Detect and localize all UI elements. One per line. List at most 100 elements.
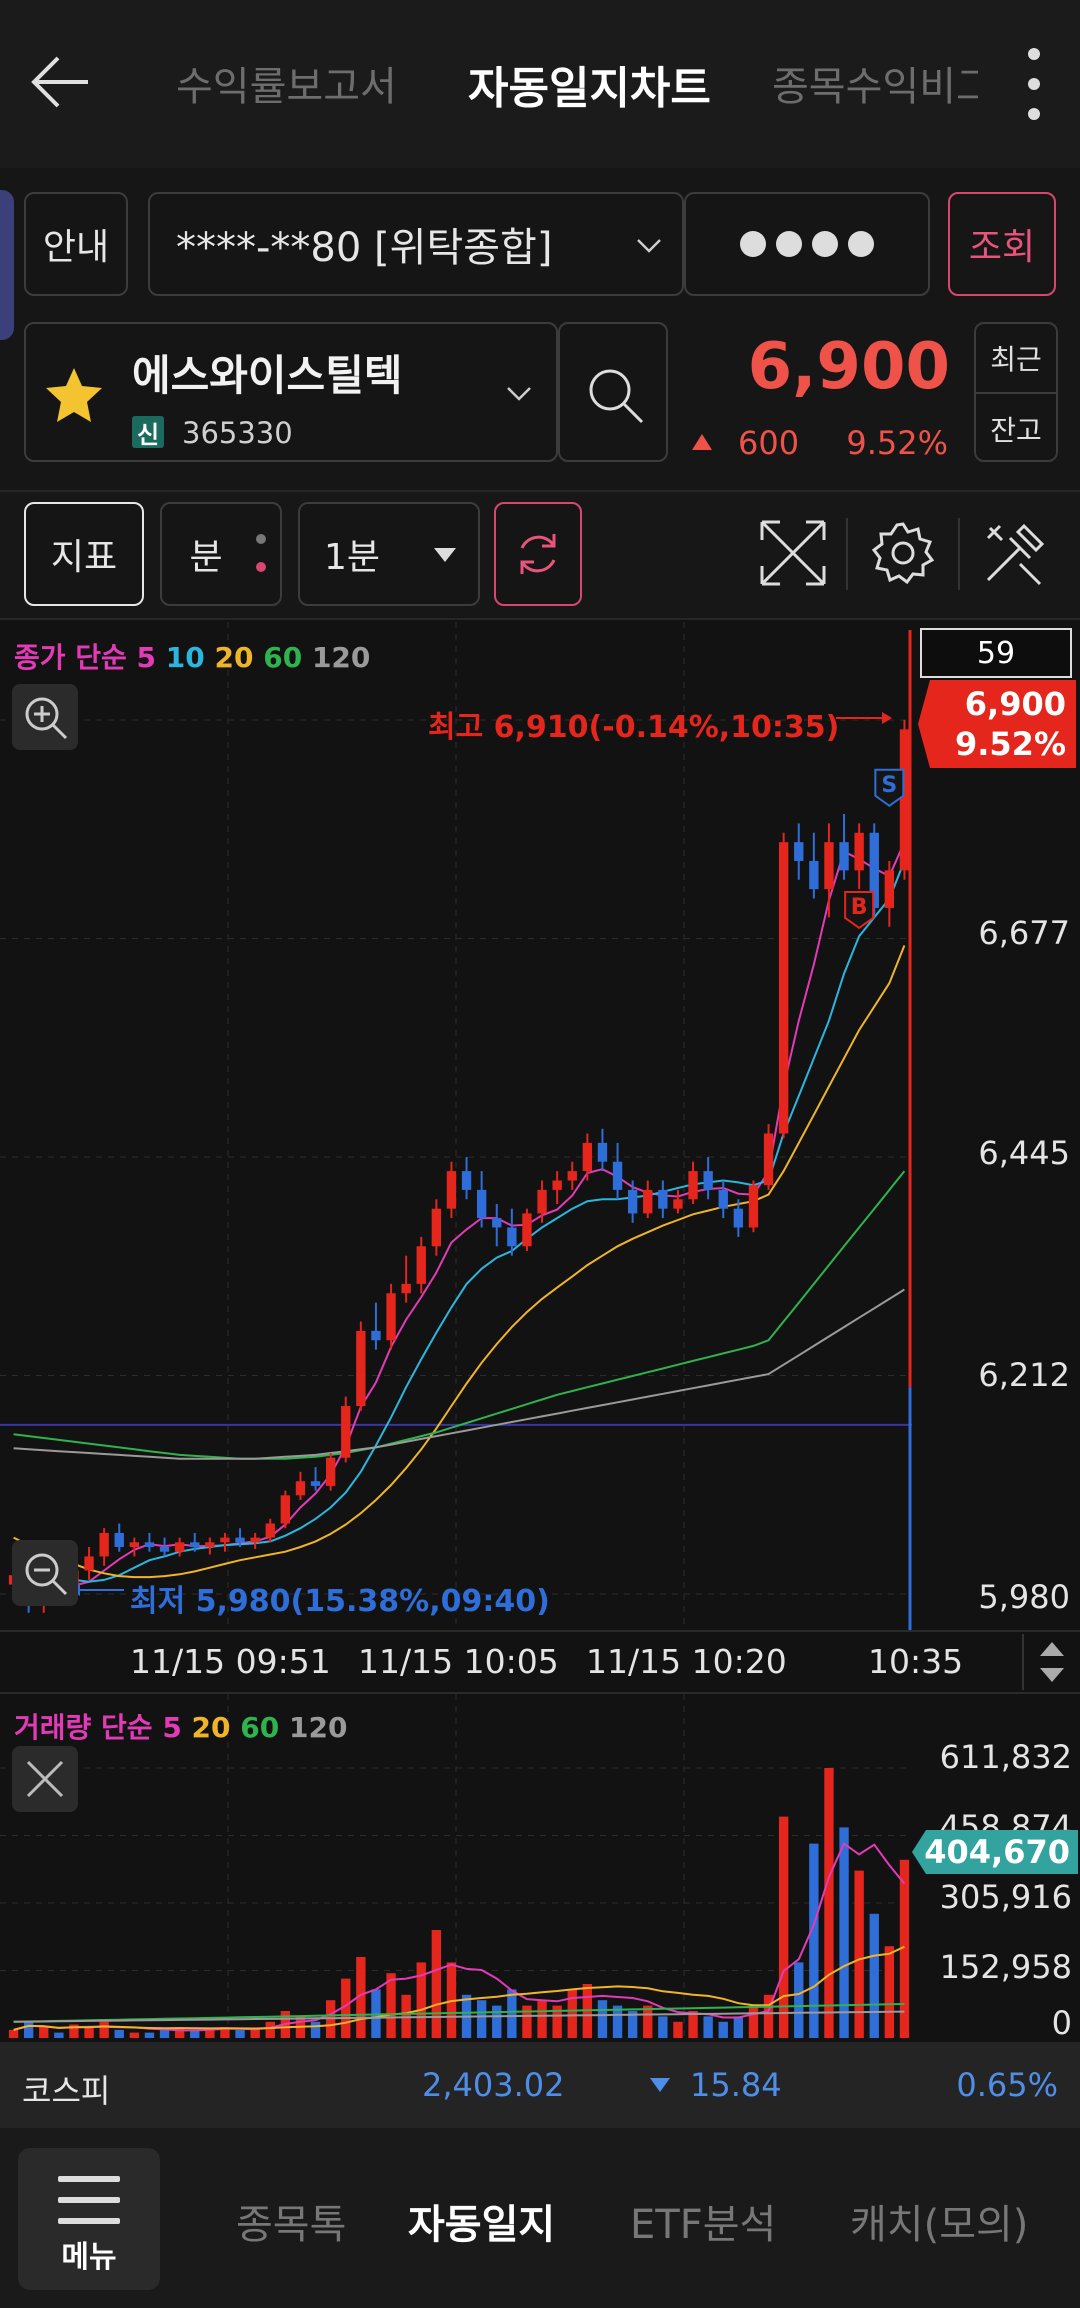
candle <box>794 842 804 861</box>
volume-bar <box>69 2024 79 2038</box>
settings-gear-icon[interactable] <box>868 518 938 588</box>
up-triangle-icon <box>692 434 712 450</box>
more-options-icon[interactable] <box>1024 48 1044 120</box>
candle <box>205 1542 215 1548</box>
account-number: ****-**80 [위탁종합] <box>176 225 553 271</box>
volume-bar <box>839 1827 849 2038</box>
volume-legend-prefix: 거래량 단순 <box>14 1711 153 1744</box>
query-button[interactable]: 조회 <box>948 192 1056 296</box>
refresh-button[interactable] <box>494 502 582 606</box>
flag-price: 6,900 <box>964 685 1066 723</box>
current-price-flag: 6,900 9.52% <box>918 680 1076 768</box>
ma-line-10 <box>13 860 906 1583</box>
candle <box>673 1199 683 1209</box>
volume-bar <box>643 2005 653 2038</box>
volume-bar <box>854 1870 864 2038</box>
candle <box>537 1189 547 1214</box>
volume-bar <box>144 2032 155 2038</box>
volume-bar <box>356 1957 366 2038</box>
info-button[interactable]: 안내 <box>24 192 128 296</box>
candle <box>310 1481 321 1486</box>
side-drawer-handle[interactable] <box>0 190 14 340</box>
axis-scroll-button[interactable] <box>1022 1634 1080 1690</box>
x-tick-label: 11/15 09:51 <box>130 1642 331 1681</box>
volume-bar <box>129 2032 140 2038</box>
balance-button[interactable]: 잔고 <box>990 414 1042 447</box>
candle-count: 59 <box>920 628 1072 678</box>
up-down-arrows-icon <box>1040 1642 1064 1682</box>
candle <box>476 1189 487 1219</box>
ma-legend-120: 120 <box>311 641 371 674</box>
volume-bar <box>492 2005 502 2038</box>
price-change-pct: 9.52% <box>846 424 948 462</box>
nav-tab-catch-mock[interactable]: 캐치(모의) <box>850 2202 1029 2248</box>
stock-search-button[interactable] <box>558 322 668 462</box>
candle <box>174 1542 185 1552</box>
volume-chart[interactable] <box>0 1694 1080 2042</box>
volume-bar <box>476 2000 487 2038</box>
index-change-pct: 0.65% <box>956 2066 1058 2104</box>
price-chart[interactable]: SB <box>0 622 1080 1630</box>
marker-label: B <box>851 895 868 920</box>
ma-line-120 <box>13 1288 905 1460</box>
volume-bar <box>718 2021 728 2038</box>
favorite-star-icon[interactable] <box>44 366 104 424</box>
tab-auto-journal-chart[interactable]: 자동일지차트 <box>468 63 711 114</box>
indicator-button[interactable]: 지표 <box>24 502 144 606</box>
nav-tab-auto-journal[interactable]: 자동일지 <box>408 2202 556 2248</box>
candle <box>582 1142 593 1172</box>
candle <box>899 729 910 871</box>
buy-marker: B <box>844 890 875 930</box>
candle <box>235 1537 245 1543</box>
tab-return-report[interactable]: 수익률보고서 <box>176 64 397 110</box>
candle <box>250 1537 260 1543</box>
close-volume-button[interactable] <box>12 1746 78 1812</box>
volume-bar <box>522 2005 532 2038</box>
volume-bar <box>159 2029 170 2038</box>
nav-tab-etf-analysis[interactable]: ETF분석 <box>630 2202 777 2248</box>
zoom-in-button[interactable] <box>12 684 78 750</box>
recent-button[interactable]: 최근 <box>976 324 1056 394</box>
drawing-tools-icon[interactable] <box>980 518 1050 588</box>
x-axis <box>0 1630 1080 1690</box>
candle <box>129 1542 140 1548</box>
candle <box>778 842 789 1134</box>
nav-tab-stock-talk[interactable]: 종목톡 <box>236 2202 347 2248</box>
candle <box>552 1180 562 1190</box>
candle <box>265 1523 275 1538</box>
volume-bar <box>84 2027 94 2038</box>
volume-ma-line-60 <box>13 2003 905 2023</box>
ma-legend[interactable]: 종가 단순 5 10 20 60 120 <box>14 636 370 676</box>
volume-bar <box>824 1768 834 2038</box>
current-volume-flag: 404,670 <box>912 1830 1078 1874</box>
volume-bar <box>190 2029 200 2038</box>
password-field[interactable] <box>684 192 930 296</box>
candle <box>522 1213 532 1247</box>
back-arrow-icon[interactable] <box>28 50 92 114</box>
candle <box>461 1171 472 1190</box>
candle <box>748 1185 759 1228</box>
volume-bar <box>597 2000 608 2038</box>
interval-select[interactable]: 1분 <box>298 502 480 606</box>
candle <box>869 832 879 908</box>
minute-button[interactable]: 분 <box>160 502 282 606</box>
x-tick-label: 10:35 <box>868 1642 964 1681</box>
menu-label: 메뉴 <box>61 2240 117 2275</box>
search-icon <box>589 369 644 424</box>
zoom-out-button[interactable] <box>12 1540 78 1606</box>
account-select[interactable]: ****-**80 [위탁종합] <box>148 192 684 296</box>
price-mode-toggle: 최근 잔고 <box>974 322 1058 462</box>
market-index-bar[interactable] <box>0 2042 1080 2128</box>
volume-bar <box>794 1962 804 2038</box>
fullscreen-icon[interactable] <box>758 518 828 588</box>
candle <box>492 1218 502 1228</box>
volume-bar <box>884 1946 895 2038</box>
tab-stock-return-compare[interactable]: 종목수익비그 <box>772 64 978 110</box>
volume-bar <box>174 2027 185 2038</box>
x-tick-label: 11/15 10:05 <box>358 1642 559 1681</box>
volume-bar <box>763 1994 774 2038</box>
stock-select[interactable] <box>24 322 558 462</box>
volume-legend[interactable]: 거래량 단순 5 20 60 120 <box>14 1706 347 1746</box>
ma-legend-10: 10 <box>165 641 205 674</box>
price-change: 600 <box>738 424 800 462</box>
